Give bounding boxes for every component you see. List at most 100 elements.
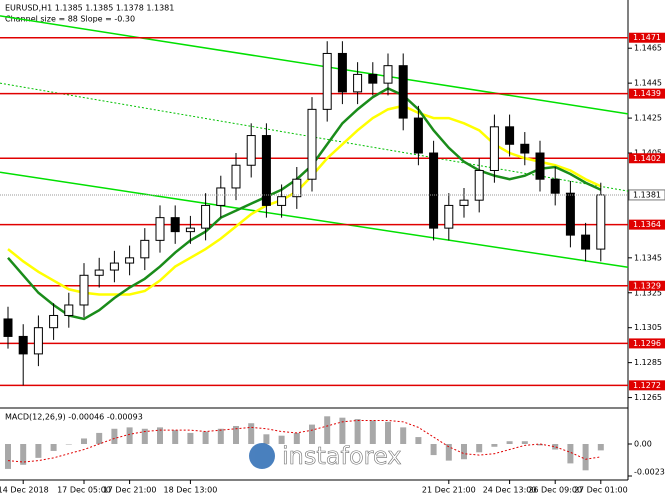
candle-body — [535, 152, 545, 180]
candle-body — [429, 152, 439, 229]
macd-bar — [96, 432, 103, 444]
level-label-box — [629, 153, 665, 164]
watermark-logo — [249, 443, 275, 469]
macd-bar — [293, 432, 300, 444]
macd-bar — [50, 444, 57, 451]
macd-bar — [309, 424, 315, 444]
level-label-box — [629, 338, 665, 349]
macd-bar — [202, 431, 209, 444]
candle-body — [520, 143, 530, 154]
candle-body — [185, 227, 195, 233]
watermark: instaforex — [249, 442, 402, 470]
candle-body — [246, 135, 256, 166]
candle-body — [201, 204, 211, 229]
candle-body — [125, 257, 135, 264]
x-tick-label: 18 Dec 13:00 — [163, 486, 217, 495]
x-tick-label: 24 Dec 13:00 — [483, 486, 537, 495]
macd-bar — [552, 444, 559, 450]
macd-bar — [217, 428, 224, 444]
y-tick-label: 1.1405 — [634, 149, 662, 158]
candle-body — [170, 217, 180, 233]
macd-bar — [141, 428, 148, 444]
candle-body — [3, 318, 13, 337]
macd-bar — [187, 432, 194, 444]
candle-body — [353, 73, 363, 93]
candle-body — [18, 335, 28, 355]
candle-body — [565, 192, 575, 236]
level-label-box — [629, 219, 665, 230]
macd-bar — [35, 444, 42, 458]
level-label-box — [629, 380, 665, 391]
macd-bar — [415, 437, 422, 444]
channel-line: Channel size = 88 Slope = -0.30 — [5, 15, 135, 24]
candle-body — [292, 178, 302, 198]
y-tick-label: 1.1445 — [634, 79, 662, 88]
macd-bar — [582, 444, 589, 471]
level-label: 1.1364 — [633, 220, 661, 229]
candle-body — [109, 262, 119, 271]
candle-body — [337, 52, 347, 93]
candle-body — [383, 65, 393, 84]
level-label: 1.1439 — [633, 89, 661, 98]
candle-body — [33, 327, 43, 355]
candle-body — [79, 274, 89, 306]
candle-body — [474, 169, 484, 201]
macd-bar — [20, 444, 27, 465]
y-tick-label: 1.1345 — [634, 253, 662, 262]
macd-bar — [111, 428, 118, 444]
candle-body — [398, 65, 408, 119]
symbol-line: EURUSD,H1 1.1385 1.1385 1.1378 1.1381 — [5, 4, 174, 13]
candle-body — [216, 187, 226, 206]
macd-bar — [157, 427, 163, 444]
macd-bar — [81, 438, 87, 444]
y-tick-label: 1.1265 — [634, 393, 662, 402]
candle-body — [231, 164, 241, 189]
macd-bar — [430, 444, 437, 456]
channel-line — [0, 15, 629, 115]
channel-line — [0, 171, 629, 268]
current-price-box — [628, 189, 665, 201]
macd-bar — [324, 416, 331, 444]
candle-body — [489, 126, 499, 171]
candle-body — [581, 234, 591, 250]
macd-bar — [537, 444, 543, 446]
macd-bar — [491, 444, 498, 447]
candle-body — [459, 199, 469, 206]
y-tick-label: 1.1285 — [634, 358, 662, 367]
candle-body — [444, 204, 454, 229]
macd-bar — [385, 421, 391, 444]
macd-bar — [278, 435, 285, 444]
macd-bar — [521, 441, 528, 444]
macd-bar — [567, 444, 574, 464]
level-label: 1.1329 — [633, 281, 661, 290]
current-price-label: 1.1381 — [633, 190, 661, 199]
macd-bar — [476, 444, 483, 453]
macd-bar — [506, 441, 513, 444]
macd-bar — [597, 444, 604, 451]
macd-bar — [461, 444, 467, 460]
macd-bar — [445, 444, 452, 461]
macd-signal — [7, 419, 601, 463]
candle-body — [307, 108, 317, 180]
y-tick-label: 1.1325 — [634, 288, 662, 297]
candle-body — [155, 217, 165, 241]
x-tick-label: 26 Dec 09:00 — [528, 486, 582, 495]
candle-body — [261, 135, 271, 206]
macd-bar — [126, 427, 133, 444]
candle-body — [550, 178, 560, 194]
level-label: 1.1471 — [633, 33, 661, 42]
macd-y-tick-label: 0.00 — [634, 440, 652, 449]
x-tick-label: 17 Dec 05:00 — [57, 486, 111, 495]
macd-bar — [354, 419, 361, 444]
y-tick-label: 1.1305 — [634, 323, 662, 332]
candle-body — [49, 314, 59, 329]
macd-bar — [233, 425, 239, 444]
macd-label: MACD(12,26,9) -0.00046 -0.00093 — [5, 413, 143, 422]
candle-body — [140, 239, 150, 259]
candle-body — [505, 126, 515, 145]
candle-body — [277, 196, 287, 206]
level-label-box — [629, 280, 665, 291]
level-label-box — [629, 88, 665, 99]
y-tick-label: 1.1425 — [634, 114, 662, 123]
